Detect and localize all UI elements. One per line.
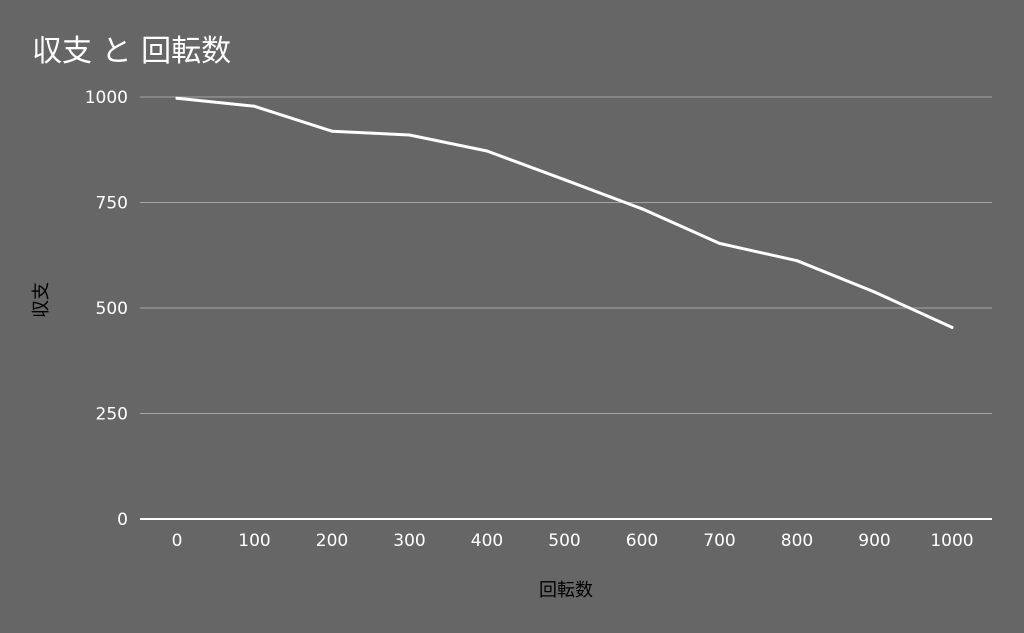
series-line-0 — [175, 96, 954, 329]
x-tick-label: 700 — [703, 531, 735, 551]
x-tick-label: 200 — [316, 531, 348, 551]
data-point — [330, 129, 334, 133]
data-point — [795, 259, 799, 263]
x-axis-title: 回転数 — [539, 580, 593, 601]
data-point — [485, 149, 489, 153]
x-tick-label: 800 — [781, 531, 813, 551]
series-group — [175, 96, 954, 329]
chart-title: 収支 と 回転数 — [32, 34, 232, 69]
y-tick-label: 500 — [96, 299, 128, 319]
x-tick-label: 300 — [393, 531, 425, 551]
data-point — [640, 207, 644, 211]
y-axis-ticks: 0 250 500 750 1000 — [85, 88, 128, 530]
data-point — [563, 178, 566, 182]
data-point — [408, 133, 411, 137]
y-tick-label: 1000 — [85, 88, 128, 108]
x-tick-label: 100 — [238, 531, 270, 551]
data-point — [873, 290, 876, 294]
x-tick-label: 500 — [548, 531, 580, 551]
x-tick-label: 0 — [172, 531, 183, 551]
y-tick-label: 750 — [96, 194, 128, 214]
data-point — [950, 325, 954, 329]
y-tick-label: 250 — [96, 405, 128, 425]
x-tick-label: 1000 — [930, 531, 973, 551]
gridlines — [140, 96, 992, 414]
y-axis-title: 収支 — [31, 282, 52, 318]
x-tick-label: 400 — [471, 531, 503, 551]
data-point — [718, 241, 721, 245]
data-point — [175, 96, 179, 100]
x-axis-ticks: 0 100 200 300 400 500 600 700 800 900 1000 — [172, 531, 974, 551]
x-tick-label: 900 — [858, 531, 890, 551]
y-tick-label: 0 — [117, 510, 128, 530]
x-tick-label: 600 — [626, 531, 658, 551]
data-point — [253, 104, 256, 108]
